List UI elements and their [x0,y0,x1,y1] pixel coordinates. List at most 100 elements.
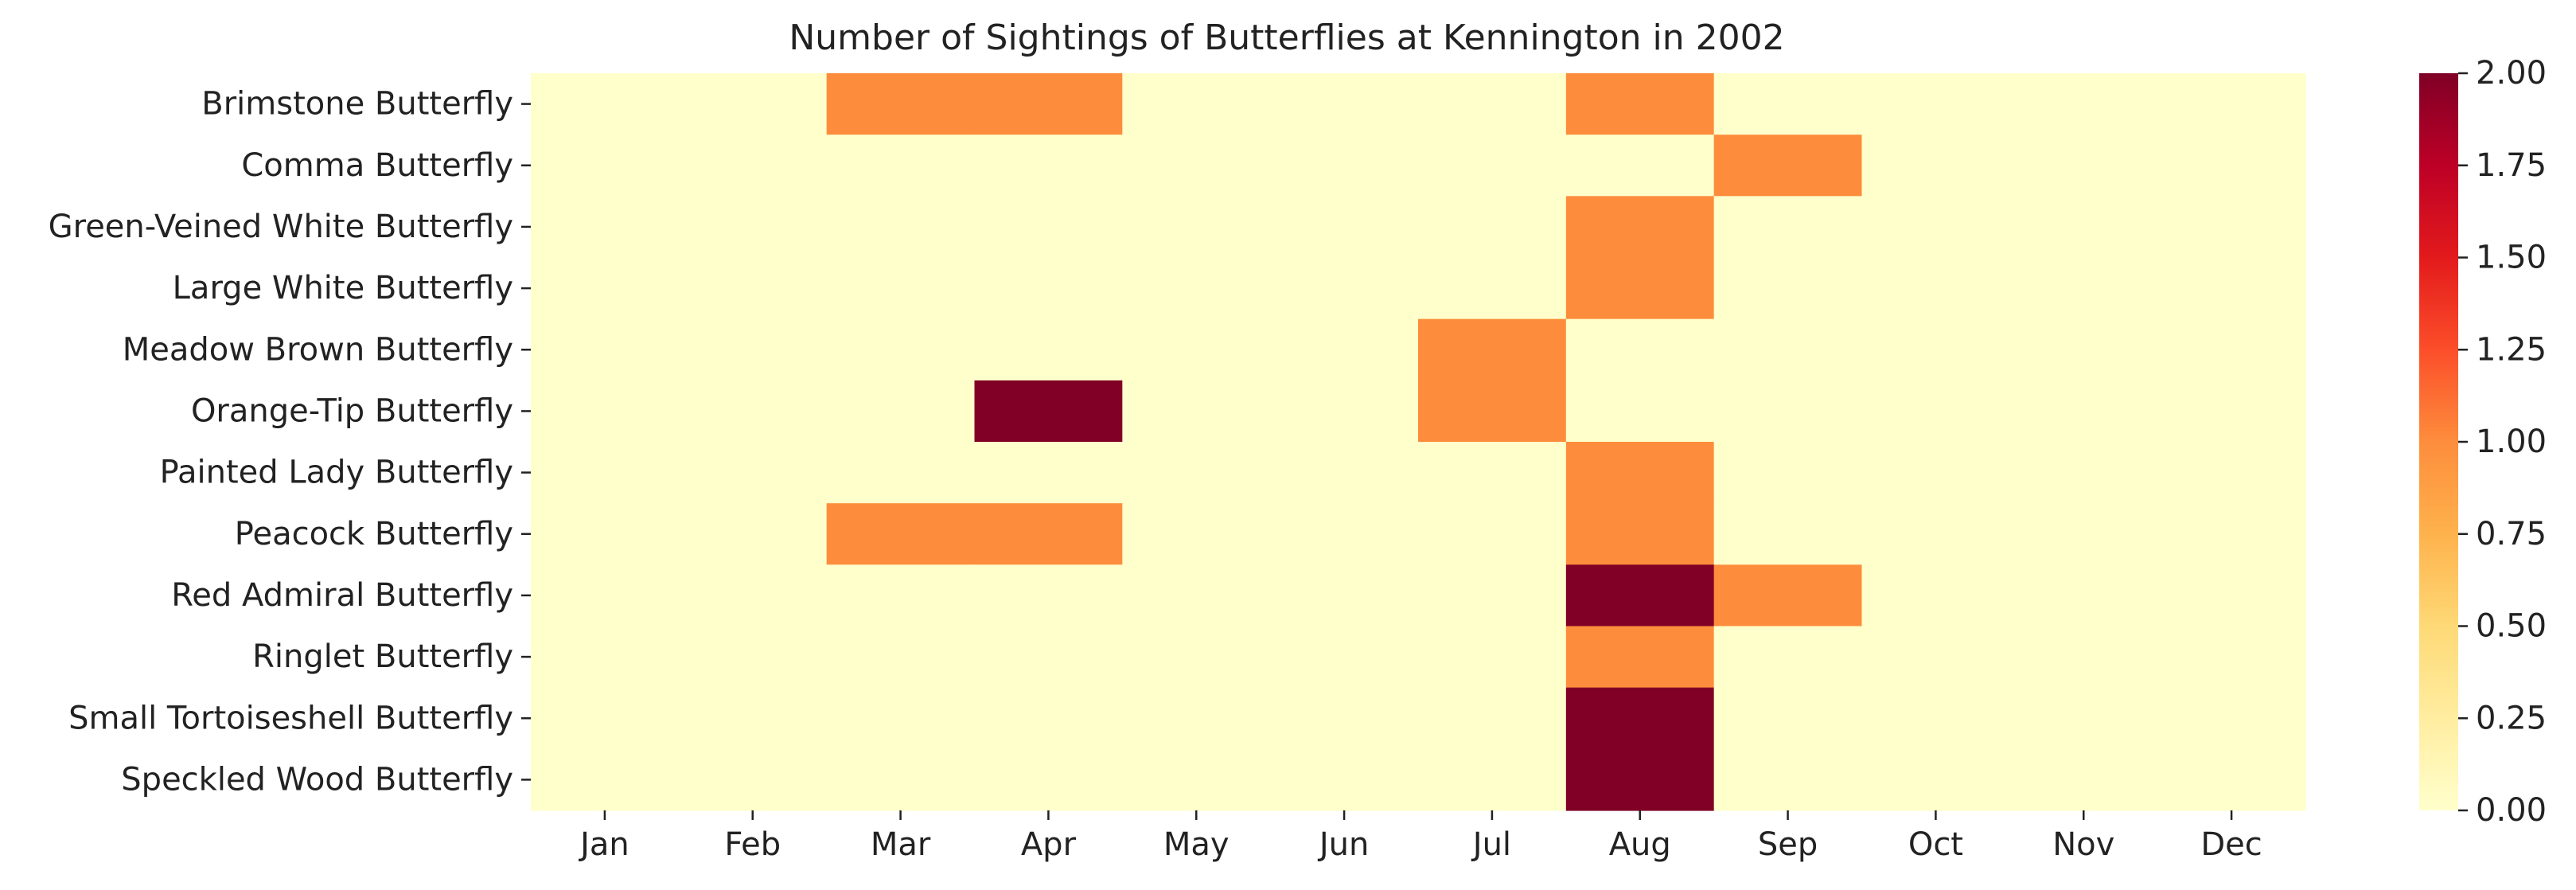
heatmap-cell [1565,503,1715,565]
x-tick-label: May [1163,826,1230,863]
heatmap-cell [1861,442,2010,504]
heatmap-cell [1270,135,1419,197]
x-axis: Jan Feb Mar Apr May Jun Jul Aug Sep Oct Nov Dec [578,810,2262,863]
heatmap-cell [2157,73,2306,135]
heatmap-cell [1713,626,1863,689]
heatmap-cell [531,380,680,443]
heatmap-cell [1861,564,2010,627]
heatmap-cell [678,687,828,750]
heatmap-cell [1122,135,1271,197]
heatmap-cell [1713,442,1863,504]
x-tick-label: Apr [1021,826,1077,863]
heatmap-cell [1418,380,1567,443]
y-tick-label: Painted Lady Butterfly [160,455,513,491]
heatmap-cell [1713,73,1863,135]
y-tick-label: Large White Butterfly [173,270,513,306]
heatmap-cell [1713,748,1863,811]
colorbar-tick-label: 2.00 [2476,55,2547,92]
heatmap-cell [2009,257,2158,320]
colorbar-tick-label: 1.25 [2476,331,2547,368]
heatmap-cell [2157,564,2306,627]
heatmap-cell [2009,564,2158,627]
heatmap-cell [678,135,828,197]
colorbar: 0.00 0.25 0.50 0.75 1.00 1.25 1.50 1.75 2.00 [2419,55,2547,829]
heatmap-cell [1270,73,1419,135]
heatmap-cell [531,135,680,197]
colorbar-tick-label: 0.50 [2476,608,2547,645]
y-tick-label: Green-Veined White Butterfly [49,209,513,245]
heatmap-cell [531,442,680,504]
y-tick-label: Small Tortoiseshell Butterfly [68,700,513,736]
heatmap-cell [678,380,828,443]
colorbar-scale [2419,73,2458,810]
heatmap-cell [678,442,828,504]
heatmap-cell [974,503,1123,565]
heatmap-cell [2009,442,2158,504]
x-tick-label: Jan [578,826,629,863]
heatmap-cell [1122,380,1271,443]
heatmap-cell [826,135,976,197]
heatmap-cell [2157,380,2306,443]
colorbar-tick-label: 1.75 [2476,147,2547,184]
y-tick-label: Red Admiral Butterfly [171,577,513,614]
heatmap-cell [1713,380,1863,443]
heatmap-cell [826,442,976,504]
heatmap-cell [531,626,680,689]
heatmap-cell [1122,748,1271,811]
heatmap-cell [1565,196,1715,259]
heatmap-cell [1418,196,1567,259]
heatmap-cell [974,687,1123,750]
heatmap-cell [826,380,976,443]
y-tick-label: Comma Butterfly [241,147,513,184]
heatmap-cell [2157,503,2306,565]
heatmap-cell [1565,73,1715,135]
heatmap-cell [2009,73,2158,135]
heatmap-cell [2009,380,2158,443]
heatmap-cell [1122,687,1271,750]
heatmap-cell [1565,318,1715,381]
heatmap-cell [1713,687,1863,750]
heatmap-cell [531,318,680,381]
heatmap-cell [1270,257,1419,320]
heatmap-cell [1122,564,1271,627]
heatmap-cell [1122,257,1271,320]
heatmap-cell [1861,135,2010,197]
heatmap-cell [826,503,976,565]
chart-title: Number of Sightings of Butterflies at Ke… [789,18,1784,58]
heatmap-cell [531,257,680,320]
heatmap-cell [1270,503,1419,565]
heatmap-cell [1861,687,2010,750]
heatmap-cell [2009,687,2158,750]
heatmap-cell [1418,135,1567,197]
heatmap-cell [1861,503,2010,565]
heatmap-cell [1270,318,1419,381]
colorbar-tick-label: 0.25 [2476,700,2547,736]
heatmap-cell [678,318,828,381]
heatmap-cell [1418,442,1567,504]
heatmap-cell [974,73,1123,135]
heatmap-cell [678,196,828,259]
heatmap-cell [1861,73,2010,135]
x-tick-label: Mar [871,826,931,863]
heatmap-cell [1122,442,1271,504]
heatmap-cell [2009,135,2158,197]
x-tick-label: Jun [1317,826,1370,863]
heatmap-cell [974,564,1123,627]
heatmap-cell [1122,318,1271,381]
heatmap-cell [1270,380,1419,443]
heatmap-cell [974,196,1123,259]
y-axis: Brimstone Butterfly Comma Butterfly Green-… [49,86,531,798]
colorbar-tick-label: 1.00 [2476,424,2547,460]
heatmap-cell [974,442,1123,504]
heatmap-cell [2157,687,2306,750]
heatmap-cell [1418,748,1567,811]
heatmap-cell [1565,687,1715,750]
heatmap-cell [531,748,680,811]
x-tick-label: Dec [2200,826,2262,863]
heatmap-cell [974,318,1123,381]
heatmap-cell [678,626,828,689]
colorbar-tick-label: 0.00 [2476,792,2547,829]
heatmap-cell [531,564,680,627]
heatmap-cell [1418,73,1567,135]
colorbar-tick-label: 1.50 [2476,240,2547,276]
